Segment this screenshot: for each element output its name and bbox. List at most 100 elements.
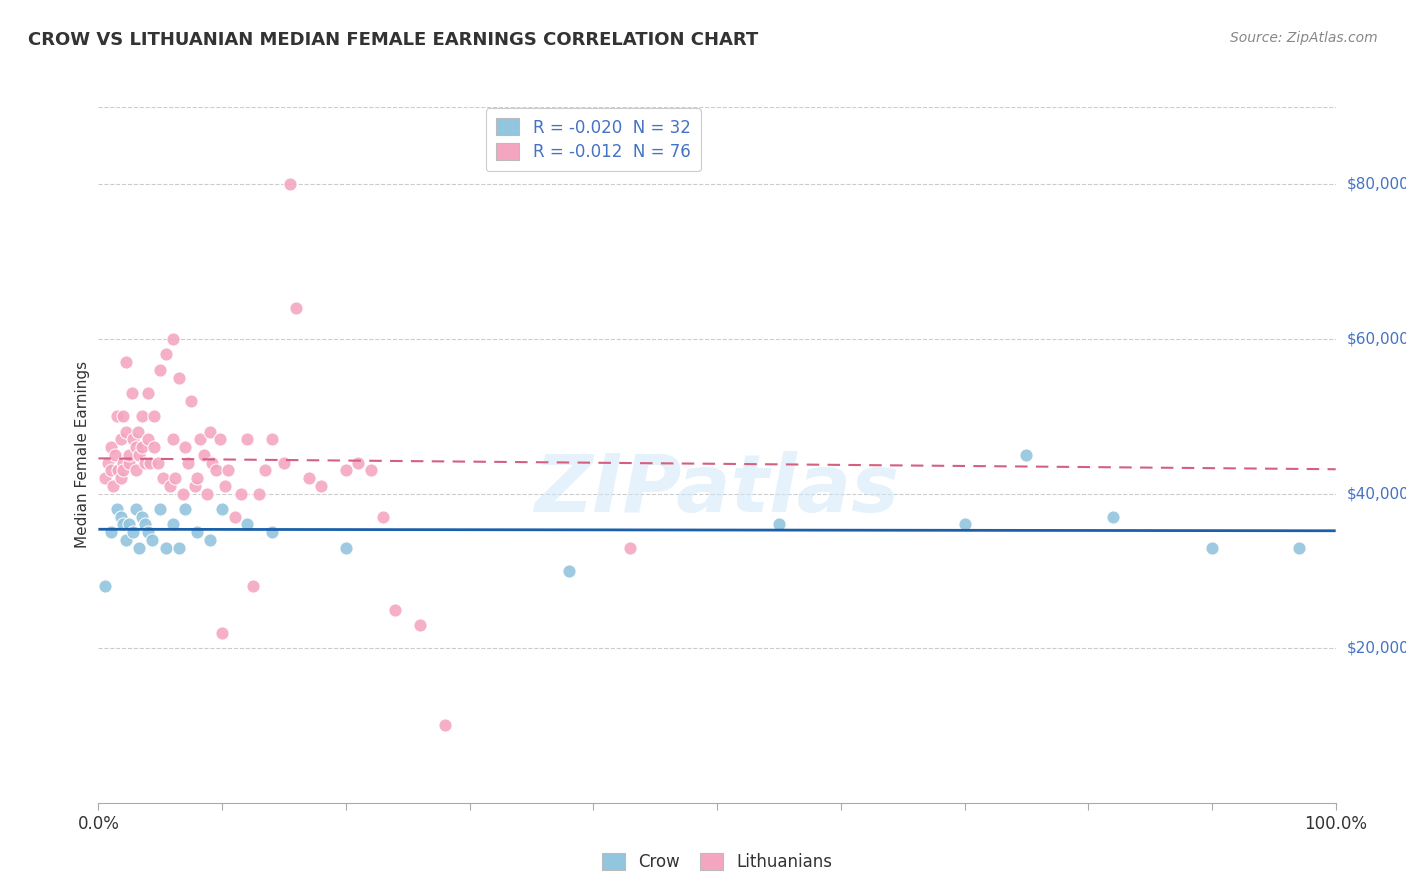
Point — [124, 502, 146, 516]
Point — [201, 456, 224, 470]
Point — [136, 433, 159, 447]
Point — [136, 386, 159, 401]
Point — [103, 479, 125, 493]
Point — [100, 463, 122, 477]
Point — [121, 386, 143, 401]
Point — [124, 463, 146, 477]
Point — [105, 409, 128, 424]
Point — [165, 471, 187, 485]
Point — [174, 502, 197, 516]
Point — [198, 425, 221, 439]
Point — [953, 517, 976, 532]
Point — [162, 332, 184, 346]
Point — [118, 517, 141, 532]
Text: CROW VS LITHUANIAN MEDIAN FEMALE EARNINGS CORRELATION CHART: CROW VS LITHUANIAN MEDIAN FEMALE EARNING… — [28, 31, 758, 49]
Point — [384, 602, 406, 616]
Point — [93, 579, 115, 593]
Point — [100, 525, 122, 540]
Point — [110, 509, 132, 524]
Point — [155, 541, 177, 555]
Text: $80,000: $80,000 — [1347, 177, 1406, 192]
Point — [236, 433, 259, 447]
Legend: Crow, Lithuanians: Crow, Lithuanians — [595, 847, 839, 878]
Point — [186, 471, 208, 485]
Point — [360, 463, 382, 477]
Point — [260, 525, 283, 540]
Point — [184, 479, 207, 493]
Point — [110, 471, 132, 485]
Point — [159, 479, 181, 493]
Point — [112, 463, 135, 477]
Text: Source: ZipAtlas.com: Source: ZipAtlas.com — [1230, 31, 1378, 45]
Point — [298, 471, 321, 485]
Point — [335, 463, 357, 477]
Point — [309, 479, 332, 493]
Point — [1102, 509, 1125, 524]
Point — [1015, 448, 1038, 462]
Point — [229, 486, 252, 500]
Point — [198, 533, 221, 547]
Point — [93, 471, 115, 485]
Point — [217, 463, 239, 477]
Point — [141, 533, 163, 547]
Point — [122, 525, 145, 540]
Point — [335, 541, 357, 555]
Point — [260, 433, 283, 447]
Point — [208, 433, 231, 447]
Y-axis label: Median Female Earnings: Median Female Earnings — [75, 361, 90, 549]
Point — [100, 440, 122, 454]
Point — [103, 448, 125, 462]
Point — [143, 440, 166, 454]
Text: $20,000: $20,000 — [1347, 640, 1406, 656]
Point — [247, 486, 270, 500]
Point — [409, 618, 432, 632]
Point — [619, 541, 641, 555]
Point — [273, 456, 295, 470]
Point — [278, 178, 301, 192]
Point — [146, 456, 169, 470]
Point — [180, 393, 202, 408]
Point — [214, 479, 236, 493]
Point — [167, 370, 190, 384]
Point — [768, 517, 790, 532]
Point — [186, 525, 208, 540]
Point — [143, 409, 166, 424]
Point — [131, 440, 153, 454]
Text: ZIPatlas: ZIPatlas — [534, 450, 900, 529]
Point — [131, 409, 153, 424]
Point — [176, 456, 198, 470]
Point — [167, 541, 190, 555]
Text: $40,000: $40,000 — [1347, 486, 1406, 501]
Point — [236, 517, 259, 532]
Point — [114, 533, 136, 547]
Point — [127, 425, 149, 439]
Point — [118, 456, 141, 470]
Point — [112, 456, 135, 470]
Point — [242, 579, 264, 593]
Point — [110, 433, 132, 447]
Point — [118, 448, 141, 462]
Point — [224, 509, 246, 524]
Point — [134, 456, 156, 470]
Text: $60,000: $60,000 — [1347, 332, 1406, 346]
Point — [112, 409, 135, 424]
Point — [211, 502, 233, 516]
Point — [149, 502, 172, 516]
Point — [433, 718, 456, 732]
Point — [122, 433, 145, 447]
Point — [131, 509, 153, 524]
Point — [172, 486, 194, 500]
Point — [188, 433, 211, 447]
Point — [193, 448, 215, 462]
Point — [139, 456, 162, 470]
Point — [105, 502, 128, 516]
Point — [195, 486, 218, 500]
Point — [205, 463, 228, 477]
Point — [114, 355, 136, 369]
Point — [371, 509, 394, 524]
Point — [285, 301, 308, 315]
Point — [1201, 541, 1223, 555]
Point — [124, 440, 146, 454]
Point — [112, 517, 135, 532]
Point — [107, 463, 129, 477]
